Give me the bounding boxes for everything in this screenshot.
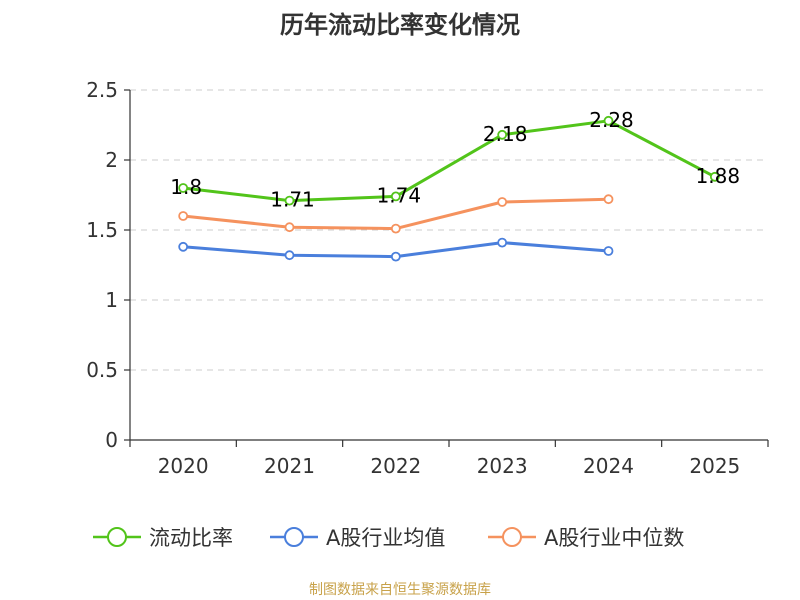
data-label: 2.28	[589, 108, 634, 132]
legend-label: A股行业中位数	[544, 526, 684, 550]
legend-marker-icon	[107, 527, 127, 547]
data-label: 2.18	[483, 122, 528, 146]
data-point	[178, 183, 189, 193]
data-point	[497, 129, 508, 140]
y-tick-label: 0.5	[86, 358, 118, 382]
legend-item[interactable]: A股行业均值	[270, 526, 445, 550]
legend-marker-icon	[502, 527, 522, 547]
x-tick-label: 2025	[689, 454, 740, 478]
data-label: 1.74	[377, 183, 422, 207]
legend: 流动比率 A股行业均值 A股行业中位数	[93, 526, 684, 550]
data-point	[603, 246, 614, 256]
data-label: 1.8	[170, 175, 202, 199]
data-point	[390, 191, 401, 202]
legend-label: 流动比率	[149, 526, 233, 550]
data-point	[284, 222, 295, 233]
source-note: 制图数据来自恒生聚源数据库	[309, 582, 491, 598]
legend-item[interactable]: 流动比率	[93, 526, 233, 550]
x-tick-label: 2021	[264, 454, 315, 478]
series-layer	[178, 115, 720, 262]
x-tick-label: 2022	[370, 454, 421, 478]
axes: 0 0.5 1 1.5 2 2.5 2020 2021 2022 2023 2024 2025	[86, 78, 769, 478]
x-tick-label: 2024	[583, 454, 634, 478]
data-point	[603, 194, 614, 205]
data-label: 1.88	[696, 164, 741, 188]
legend-marker-icon	[284, 527, 304, 547]
data-point	[284, 250, 295, 261]
y-tick-label: 0	[105, 428, 118, 452]
legend-label: A股行业均值	[326, 526, 445, 550]
x-tick-label: 2023	[477, 454, 528, 478]
series-line	[182, 119, 716, 203]
x-tick-label: 2020	[158, 454, 209, 478]
data-point	[178, 241, 189, 252]
data-point	[390, 251, 401, 262]
data-point	[284, 195, 295, 206]
data-point	[178, 211, 189, 221]
data-point	[390, 223, 401, 234]
data-point	[497, 237, 508, 248]
legend-item[interactable]: A股行业中位数	[488, 526, 684, 550]
data-point	[497, 197, 508, 207]
data-label: 1.71	[270, 188, 315, 212]
grid-lines	[130, 89, 768, 371]
y-tick-label: 2.5	[86, 78, 118, 102]
y-tick-label: 1	[105, 288, 118, 312]
data-point	[603, 115, 614, 126]
y-tick-label: 1.5	[86, 218, 118, 242]
data-labels: 1.8 1.71 1.74 2.18 2.28 1.88	[170, 108, 740, 212]
chart-title: 历年流动比率变化情况	[280, 11, 520, 39]
data-point	[709, 171, 720, 182]
y-tick-label: 2	[105, 148, 118, 172]
